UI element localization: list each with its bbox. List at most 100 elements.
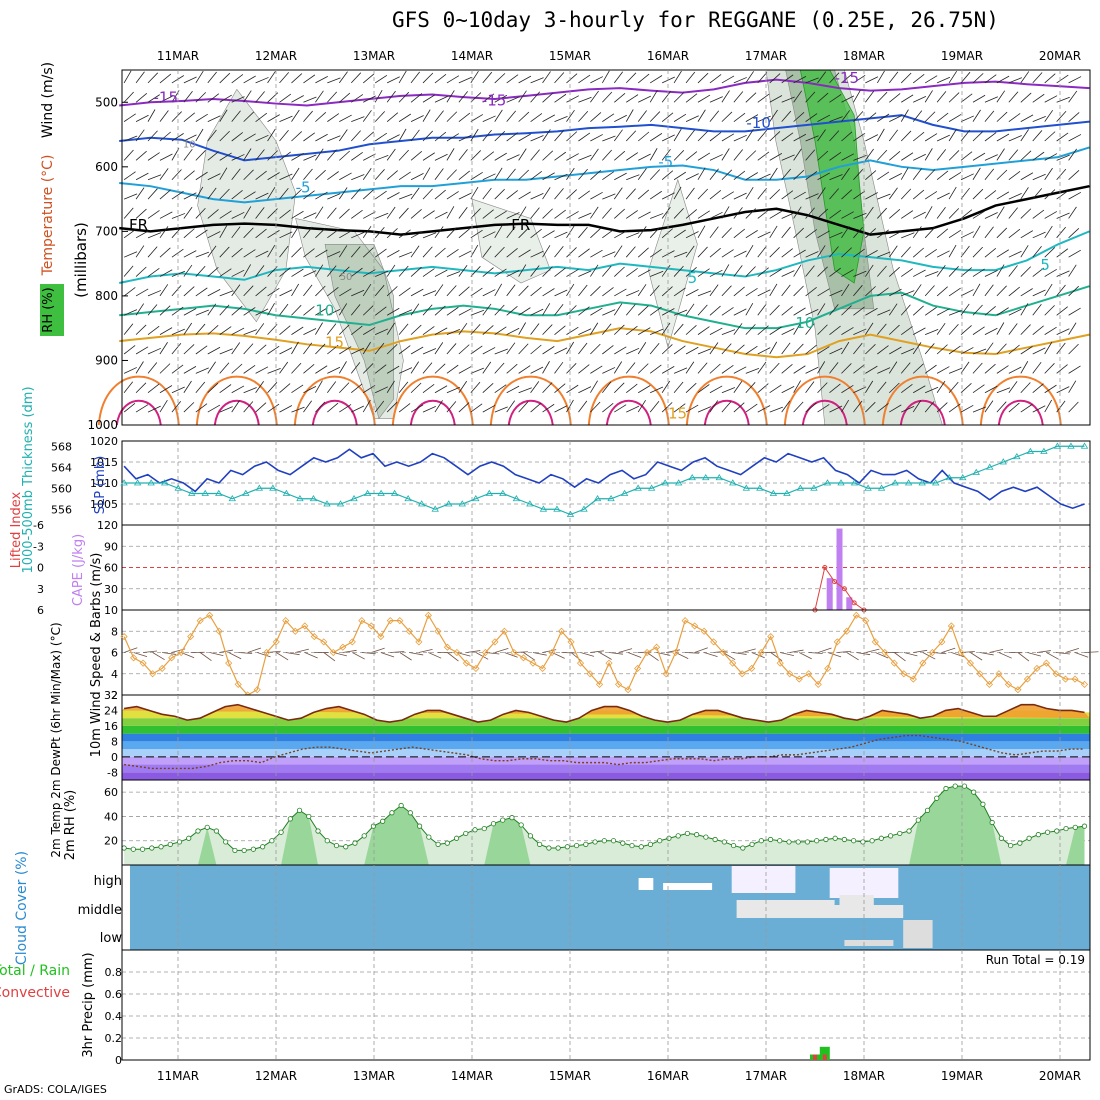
- wind-marker: [729, 659, 737, 667]
- wind-barb-10m: [894, 652, 906, 662]
- wind-barb: [888, 303, 898, 316]
- li-ylabel: Lifted Index: [9, 491, 24, 568]
- thickness-marker: [634, 484, 642, 491]
- hot-contour: [507, 399, 554, 426]
- wind-barb: [721, 169, 733, 181]
- wind-barb: [554, 289, 568, 297]
- wind-barb: [195, 171, 208, 181]
- wind-barb-10m: [732, 652, 747, 655]
- wind-barb: [386, 343, 398, 355]
- wind-barb: [494, 152, 507, 161]
- wind-barb: [279, 347, 293, 355]
- wind-barb: [865, 380, 874, 393]
- temp-mask: [122, 695, 1090, 723]
- wind-barb: [936, 366, 950, 374]
- wind-barb: [566, 167, 575, 180]
- wind-barb: [602, 149, 613, 161]
- wind-barb: [805, 91, 816, 103]
- wind-barb: [984, 132, 997, 142]
- wind-barb: [147, 405, 161, 413]
- wind-barb: [638, 269, 651, 277]
- wind-marker: [576, 659, 585, 667]
- wind-barb: [996, 75, 1010, 84]
- wind-barb: [721, 365, 734, 374]
- warm-contour: [979, 375, 1062, 426]
- thick-tick: 560: [51, 482, 72, 495]
- wind-ylabel: 10m Wind Speed & Barbs (m/s): [89, 553, 104, 758]
- wind-barb: [757, 173, 771, 181]
- wind-barb: [602, 251, 616, 258]
- wind-barb: [327, 366, 341, 374]
- rh-marker: [961, 783, 968, 789]
- wind-barb: [422, 348, 437, 355]
- wind-barb: [135, 288, 149, 297]
- wind-barb: [422, 406, 436, 413]
- wind-barb: [410, 404, 424, 413]
- rh-tick: 60: [104, 786, 118, 799]
- wind-barb: [697, 167, 706, 180]
- wind-barb: [123, 251, 138, 258]
- isotherm-label: FR: [511, 216, 530, 234]
- temp-band: [122, 756, 1090, 765]
- wind-barb: [673, 287, 686, 297]
- wind-barb: [350, 304, 361, 316]
- slp-tick: 1015: [90, 456, 118, 469]
- isotherm-line: [119, 114, 1090, 162]
- chart-title: GFS 0~10day 3-hourly for REGGANE (0.25E,…: [392, 8, 999, 32]
- wind-barb: [183, 170, 195, 181]
- wind-barb: [709, 154, 723, 161]
- wind-barb: [697, 362, 708, 374]
- wind-barb: [554, 303, 564, 316]
- wind-barb: [960, 303, 970, 316]
- wind-barb: [434, 110, 444, 122]
- thickness-marker: [255, 484, 264, 491]
- wind-barb: [590, 285, 601, 297]
- wind-barb: [661, 112, 674, 122]
- wind-barb: [434, 327, 448, 335]
- wind-barb: [410, 208, 422, 219]
- li-marker: [832, 579, 838, 585]
- wind-barb: [637, 168, 647, 180]
- wind-barb: [231, 168, 241, 180]
- wind-barb: [123, 113, 136, 122]
- temp-tick: 16: [104, 720, 118, 733]
- wind-barb: [315, 365, 328, 374]
- wind-barb-10m: [913, 649, 928, 653]
- wind-barb: [948, 244, 957, 258]
- wind-tick: 4: [111, 668, 118, 681]
- isotherm-label: -15: [835, 69, 860, 87]
- wind-barb: [661, 286, 673, 297]
- wind-barb: [889, 288, 902, 297]
- wind-barb: [912, 363, 924, 374]
- wind-barb: [972, 348, 987, 355]
- wind-barb: [578, 248, 590, 258]
- wind-barb-10m: [418, 648, 433, 653]
- wind-barb: [255, 250, 269, 258]
- wind-barb: [805, 265, 815, 277]
- wind-barb: [805, 251, 819, 258]
- rh-marker: [777, 838, 783, 844]
- wind-barb-10m: [542, 649, 557, 653]
- wind-barb: [769, 109, 778, 122]
- thickness-marker: [188, 489, 196, 496]
- wind-barb: [709, 342, 719, 355]
- wind-barb: [673, 403, 686, 413]
- wind-barb: [183, 402, 195, 413]
- wind-marker: [976, 670, 984, 678]
- wind-barb: [159, 305, 171, 316]
- wind-barb: [865, 322, 874, 335]
- wind-barb: [661, 402, 673, 413]
- wind-barb: [135, 230, 149, 239]
- wind-barb: [1020, 172, 1034, 181]
- wind-barb: [1032, 405, 1046, 413]
- wind-barb: [841, 305, 852, 316]
- wind-barb: [542, 324, 553, 335]
- wind-barb: [805, 113, 818, 122]
- wind-barb: [817, 230, 830, 239]
- wind-barb: [948, 345, 961, 355]
- wind-barb: [769, 95, 783, 103]
- wind-marker: [567, 638, 575, 646]
- rh-marker: [943, 785, 949, 792]
- wind-barb: [351, 347, 365, 355]
- wind-barb: [470, 92, 482, 103]
